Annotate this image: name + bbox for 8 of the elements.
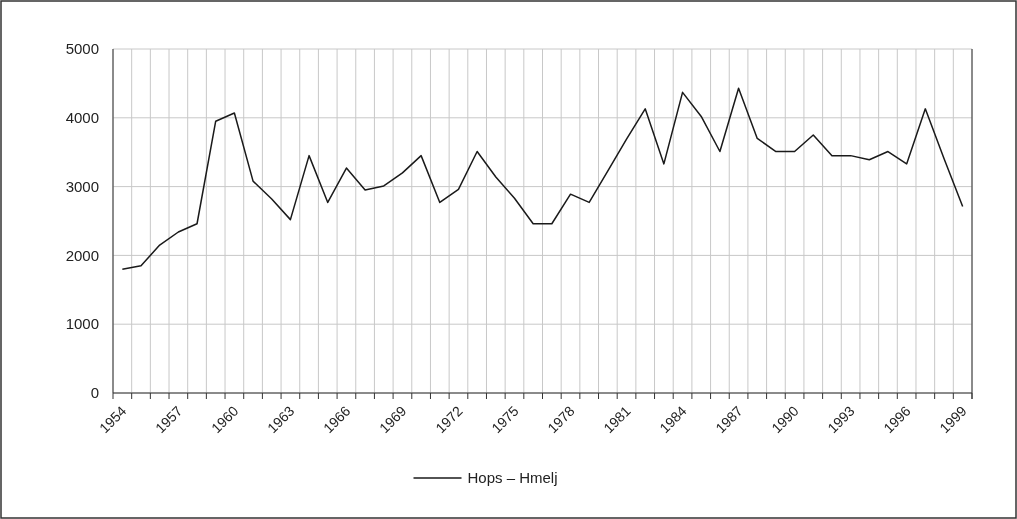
y-tick-label: 3000 — [65, 177, 99, 195]
y-tick-label: 2000 — [65, 246, 99, 264]
y-tick-label: 0 — [90, 384, 99, 402]
y-tick-label: 1000 — [65, 315, 99, 333]
y-tick-label: 5000 — [65, 40, 99, 58]
legend-label: Hops – Hmelj — [467, 469, 558, 487]
line-series — [121, 87, 964, 270]
y-tick-label: 4000 — [65, 109, 99, 127]
